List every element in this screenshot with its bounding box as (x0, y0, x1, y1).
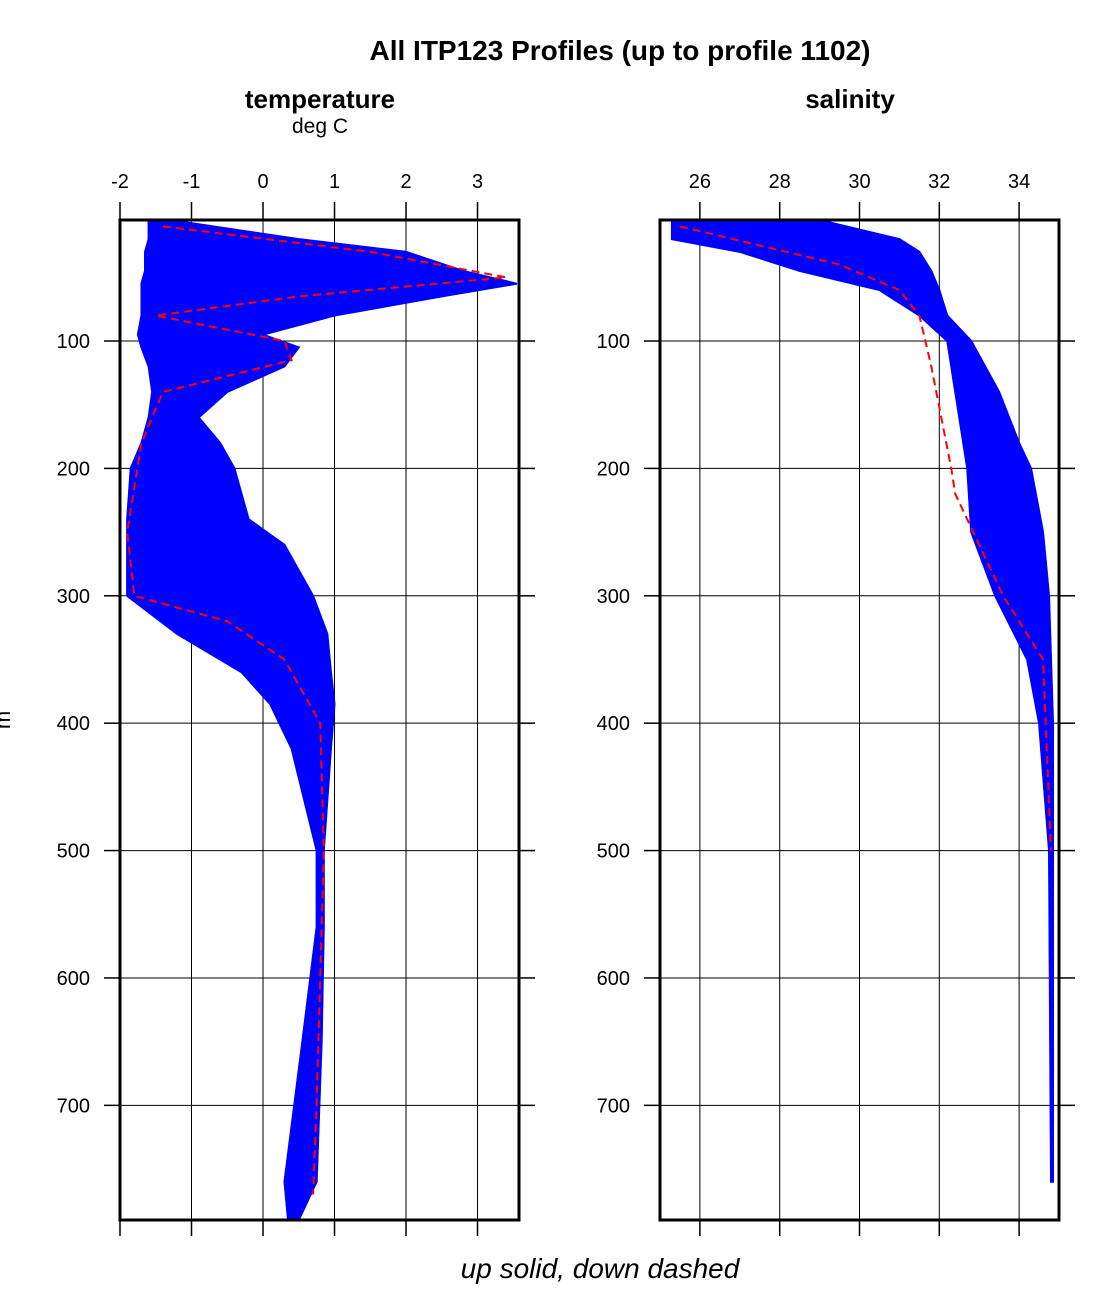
y-tick-label: 600 (597, 968, 630, 990)
up-profile-line (169, 220, 518, 1220)
temperature-units: deg C (292, 115, 348, 138)
up-profile-line (164, 220, 426, 1220)
up-profiles-envelope (670, 220, 1055, 1183)
temperature-panel-title: temperature (245, 84, 395, 114)
salinity-panel: 26 28 30 32 34 100 200 300 400 500 600 700 (597, 171, 1075, 1236)
x-tick-label: 0 (257, 171, 268, 193)
x-tick-label: 28 (769, 171, 791, 193)
x-tick-label: -2 (111, 171, 129, 193)
panel-frame (118, 218, 521, 1222)
up-profile-line (153, 220, 320, 1220)
y-tick-label: 400 (57, 713, 90, 735)
down-profile-line (679, 225, 1053, 851)
down-profile-line (126, 225, 507, 1195)
up-profiles-envelope (126, 220, 518, 1220)
panel-frame (658, 218, 1061, 1222)
up-profile-line (819, 220, 1054, 1182)
y-tick-label: 300 (597, 586, 630, 608)
y-tick-label: 200 (57, 458, 90, 480)
x-tick-label: 32 (928, 171, 950, 193)
x-tick-label: 2 (400, 171, 411, 193)
y-tick-label: 300 (57, 586, 90, 608)
up-profile-line (782, 220, 1054, 1182)
x-tick-label: 30 (848, 171, 870, 193)
up-profile-line (126, 220, 318, 1220)
y-axis-label: m (0, 711, 15, 729)
y-tick-label: 700 (597, 1095, 630, 1117)
temperature-panel: -2 -1 0 1 2 3 100 200 300 400 500 600 700 (57, 171, 535, 1236)
footer-note: up solid, down dashed (461, 1253, 741, 1284)
profile-lines (126, 220, 518, 1220)
salinity-panel-title: salinity (805, 84, 895, 114)
y-tick-label: 100 (57, 331, 90, 353)
y-tick-label: 600 (57, 968, 90, 990)
x-tick-label: 3 (472, 171, 483, 193)
y-tick-label: 200 (597, 458, 630, 480)
chart-title: All ITP123 Profiles (up to profile 1102) (369, 35, 870, 66)
up-profile-line (745, 220, 1053, 1182)
y-tick-label: 500 (57, 841, 90, 863)
y-tick-label: 500 (597, 841, 630, 863)
up-profile-line (159, 220, 332, 1220)
x-tick-label: 26 (689, 171, 711, 193)
x-tick-label: 1 (329, 171, 340, 193)
y-tick-label: 700 (57, 1095, 90, 1117)
x-tick-label: -1 (183, 171, 201, 193)
y-tick-label: 400 (597, 713, 630, 735)
profile-lines (670, 220, 1055, 1183)
y-tick-label: 100 (597, 331, 630, 353)
up-profile-line (671, 220, 1052, 1182)
up-profile-line (708, 220, 1053, 1182)
x-tick-label: 34 (1008, 171, 1030, 193)
